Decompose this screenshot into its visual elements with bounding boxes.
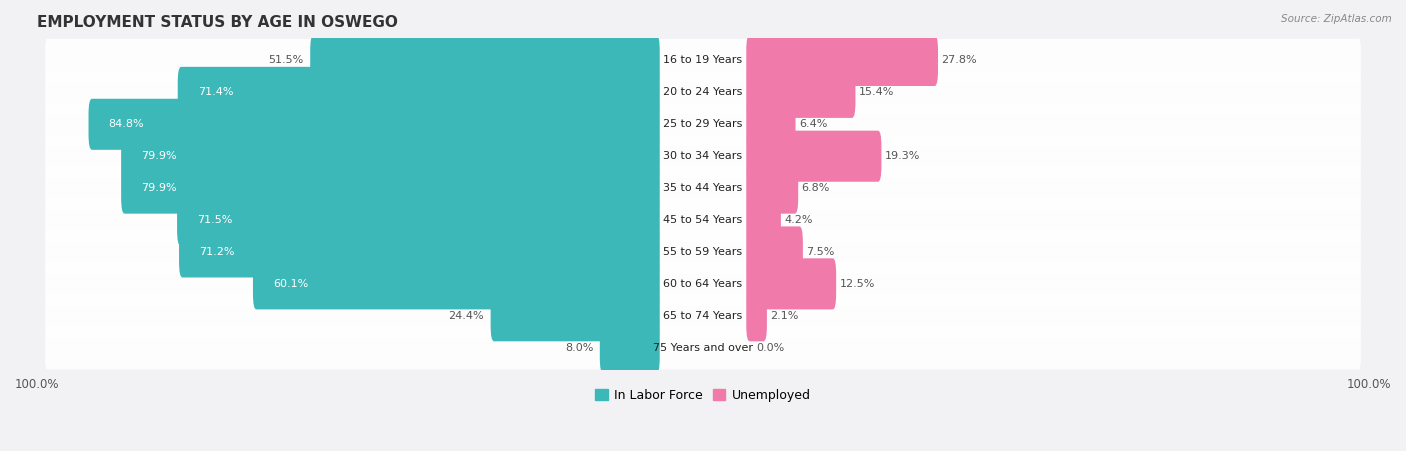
Text: 4.2%: 4.2% bbox=[785, 215, 813, 225]
FancyBboxPatch shape bbox=[45, 166, 1361, 210]
FancyBboxPatch shape bbox=[45, 134, 1361, 178]
FancyBboxPatch shape bbox=[45, 262, 1361, 306]
Text: 60.1%: 60.1% bbox=[273, 279, 308, 289]
FancyBboxPatch shape bbox=[747, 226, 803, 277]
FancyBboxPatch shape bbox=[45, 294, 1361, 337]
Text: 19.3%: 19.3% bbox=[884, 151, 920, 161]
Text: 84.8%: 84.8% bbox=[108, 119, 143, 129]
Text: 75 Years and over: 75 Years and over bbox=[652, 343, 754, 353]
Text: 35 to 44 Years: 35 to 44 Years bbox=[664, 183, 742, 193]
FancyBboxPatch shape bbox=[747, 99, 796, 150]
FancyBboxPatch shape bbox=[747, 67, 855, 118]
FancyBboxPatch shape bbox=[177, 194, 659, 246]
FancyBboxPatch shape bbox=[121, 131, 659, 182]
FancyBboxPatch shape bbox=[747, 258, 837, 309]
Text: 12.5%: 12.5% bbox=[839, 279, 875, 289]
FancyBboxPatch shape bbox=[45, 230, 1361, 274]
FancyBboxPatch shape bbox=[491, 290, 659, 341]
FancyBboxPatch shape bbox=[311, 35, 659, 86]
Text: 16 to 19 Years: 16 to 19 Years bbox=[664, 55, 742, 65]
Text: 6.8%: 6.8% bbox=[801, 183, 830, 193]
FancyBboxPatch shape bbox=[253, 258, 659, 309]
Text: 24.4%: 24.4% bbox=[449, 311, 484, 321]
FancyBboxPatch shape bbox=[747, 163, 799, 214]
FancyBboxPatch shape bbox=[45, 71, 1361, 114]
Text: 7.5%: 7.5% bbox=[806, 247, 835, 257]
FancyBboxPatch shape bbox=[747, 131, 882, 182]
FancyBboxPatch shape bbox=[747, 290, 766, 341]
FancyBboxPatch shape bbox=[600, 322, 659, 373]
Text: 65 to 74 Years: 65 to 74 Years bbox=[664, 311, 742, 321]
Text: 6.4%: 6.4% bbox=[799, 119, 827, 129]
Legend: In Labor Force, Unemployed: In Labor Force, Unemployed bbox=[591, 384, 815, 407]
Text: 71.5%: 71.5% bbox=[197, 215, 232, 225]
Text: 15.4%: 15.4% bbox=[859, 87, 894, 97]
Text: 79.9%: 79.9% bbox=[141, 151, 177, 161]
FancyBboxPatch shape bbox=[45, 102, 1361, 146]
Text: 79.9%: 79.9% bbox=[141, 183, 177, 193]
FancyBboxPatch shape bbox=[177, 67, 659, 118]
FancyBboxPatch shape bbox=[747, 194, 780, 246]
Text: 71.2%: 71.2% bbox=[200, 247, 235, 257]
FancyBboxPatch shape bbox=[45, 198, 1361, 242]
FancyBboxPatch shape bbox=[121, 163, 659, 214]
Text: 45 to 54 Years: 45 to 54 Years bbox=[664, 215, 742, 225]
Text: 60 to 64 Years: 60 to 64 Years bbox=[664, 279, 742, 289]
Text: 71.4%: 71.4% bbox=[198, 87, 233, 97]
Text: 55 to 59 Years: 55 to 59 Years bbox=[664, 247, 742, 257]
Text: 2.1%: 2.1% bbox=[770, 311, 799, 321]
Text: 27.8%: 27.8% bbox=[942, 55, 977, 65]
Text: EMPLOYMENT STATUS BY AGE IN OSWEGO: EMPLOYMENT STATUS BY AGE IN OSWEGO bbox=[37, 15, 398, 30]
Text: 30 to 34 Years: 30 to 34 Years bbox=[664, 151, 742, 161]
FancyBboxPatch shape bbox=[89, 99, 659, 150]
Text: Source: ZipAtlas.com: Source: ZipAtlas.com bbox=[1281, 14, 1392, 23]
FancyBboxPatch shape bbox=[747, 35, 938, 86]
Text: 51.5%: 51.5% bbox=[269, 55, 304, 65]
Text: 0.0%: 0.0% bbox=[756, 343, 785, 353]
Text: 8.0%: 8.0% bbox=[565, 343, 593, 353]
Text: 20 to 24 Years: 20 to 24 Years bbox=[664, 87, 742, 97]
FancyBboxPatch shape bbox=[179, 226, 659, 277]
FancyBboxPatch shape bbox=[45, 39, 1361, 82]
Text: 25 to 29 Years: 25 to 29 Years bbox=[664, 119, 742, 129]
FancyBboxPatch shape bbox=[45, 326, 1361, 369]
